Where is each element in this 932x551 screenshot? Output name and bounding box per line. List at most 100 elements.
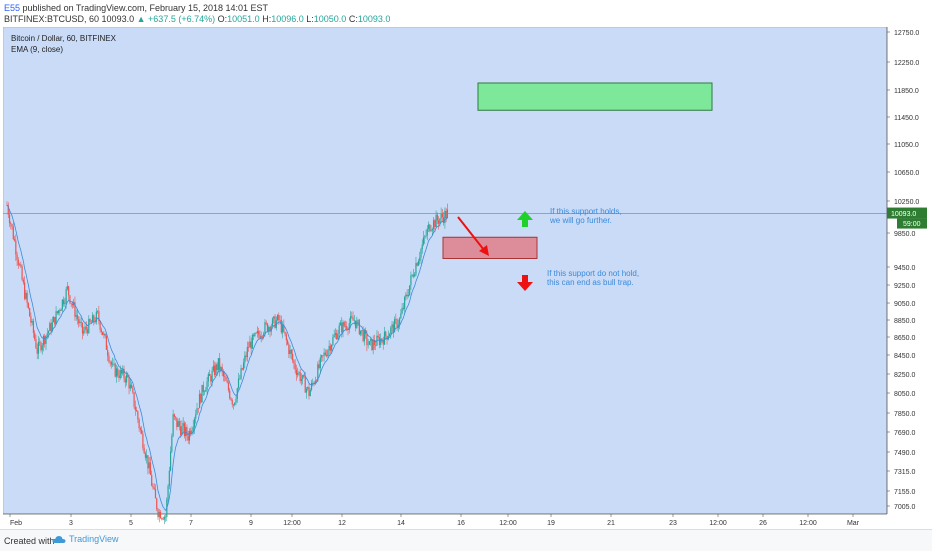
candle-body [169,451,172,471]
candle-body [329,345,331,351]
candle-body [298,372,300,373]
tradingview-logo[interactable]: TradingView [52,534,119,544]
candle-body [259,334,261,339]
x-tick-label: 12:00 [709,520,727,527]
up-arrow-icon: ▲ [136,14,146,24]
candle-body [276,315,279,321]
candle-body [372,339,374,350]
candle-body [351,316,353,318]
candle-body [352,317,354,321]
candle-body [322,355,324,356]
candle-body [27,302,29,308]
legend-indicator[interactable]: EMA (9, close) [11,45,64,54]
publish-line: E55 published on TradingView.com, Februa… [4,3,268,13]
price-chart[interactable]: 12750.0 12250.0 11850.0 11450.0 11050.0 10650… [2,26,929,529]
candle-body [158,511,160,518]
candle-body [81,322,84,334]
candle-body [39,341,41,343]
candle-body [416,263,418,266]
last-price: 10093.0 [101,14,135,24]
time-axis [3,514,887,529]
candle-body [29,307,31,317]
chart-area[interactable]: 12750.0 12250.0 11850.0 11450.0 11050.0 10650… [2,26,929,529]
candle-body [373,339,376,346]
candle-body [443,217,445,224]
candle-body [269,327,271,332]
candle-body [338,325,340,334]
x-tick-label: 19 [547,520,555,527]
created-with-label: Created with [4,536,55,546]
candle-body [339,322,342,326]
candle-body [59,310,61,311]
candle-body [57,310,60,313]
candle-body [410,275,412,286]
x-tick-label: 5 [129,520,133,527]
candle-body [203,391,206,393]
candle-body [185,427,187,437]
candle-body [239,378,241,380]
candle-body [177,421,179,427]
candle-body [235,398,237,403]
y-tick-label: 7690.0 [894,430,916,437]
candle-body [206,381,208,390]
candle-body [178,421,180,427]
ohlc-open-label: O: [217,14,228,24]
candle-body [249,341,251,348]
candle-body [24,282,26,299]
candle-body [205,389,207,392]
candle-body [358,320,360,335]
candle-body [334,333,337,336]
candle-body [225,376,227,381]
candle-body [134,406,136,411]
candle-body [370,339,372,342]
ohlc-high-value: 10096.0 [271,14,304,24]
candle-body [188,430,191,441]
target-zone[interactable] [477,82,713,111]
author-link[interactable]: E55 [4,3,21,13]
x-tick-label: Feb [10,520,22,527]
candle-body [52,316,55,323]
candle-body [366,333,368,345]
candle-body [100,329,102,332]
candle-body [234,402,236,406]
candle-body [149,462,152,475]
candle-body [66,286,68,289]
candle-body [295,369,298,375]
candle-body [99,321,101,330]
candle-body [110,361,113,365]
ohlc-low-label: L: [306,14,314,24]
candle-body [342,322,344,333]
x-tick-label: 14 [397,520,405,527]
candle-body [107,349,109,356]
candle-body [333,335,335,338]
x-tick-label: 9 [249,520,253,527]
candle-body [30,316,32,323]
candle-body [197,408,199,409]
candle-body [429,224,431,232]
candle-body [90,321,92,323]
candle-body [137,411,139,420]
candle-body [119,369,121,379]
candle-body [271,318,274,327]
x-tick-label: 21 [607,520,615,527]
y-tick-label: 7490.0 [894,450,916,457]
y-tick-label: 7850.0 [894,411,916,418]
candle-body [406,294,408,296]
candle-body [393,319,396,333]
candle-body [278,315,280,320]
support-zone[interactable] [442,236,538,259]
y-tick-label: 12250.0 [894,60,919,67]
y-tick-label: 9450.0 [894,265,916,272]
candle-body [367,344,369,346]
candle-body [380,338,382,345]
candle-body [275,320,277,328]
candle-body [231,400,233,405]
candle-body [229,390,231,399]
candle-body [183,423,186,437]
red-trend-arrow [457,216,485,251]
candle-body [368,341,370,345]
candle-body [326,354,328,357]
candle-body [97,311,99,312]
candle-body [12,226,14,240]
candle-body [45,335,47,344]
